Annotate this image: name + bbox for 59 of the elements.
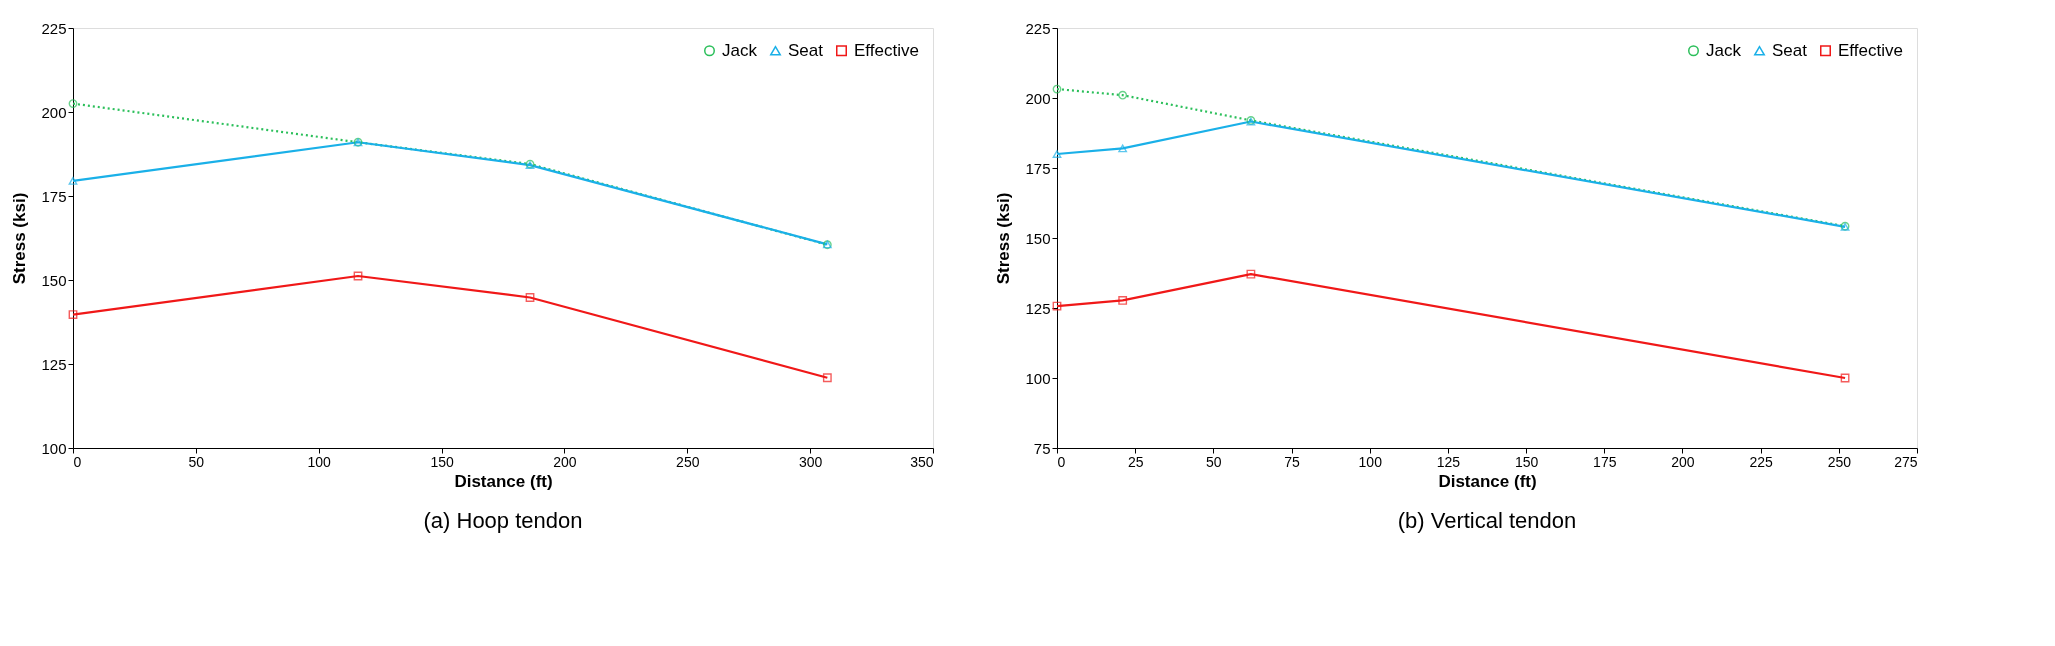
y-tick-label: 100: [1025, 369, 1051, 387]
point: [1118, 90, 1128, 100]
text: (b) Vertical tendon: [1397, 508, 1577, 533]
x-tick-label: 50: [188, 453, 205, 470]
x-tick-label: 150: [430, 453, 454, 470]
point: [1246, 269, 1256, 279]
x-tick-label: 50: [1206, 453, 1222, 470]
y-tick-label: 150: [1025, 229, 1051, 247]
x-tick-label: 250: [676, 453, 700, 470]
y-tick-label: 125: [41, 355, 67, 373]
legend-label: Jack: [1706, 40, 1742, 60]
legend-label: Seat: [1772, 40, 1808, 60]
point: [1052, 150, 1062, 158]
point: [1118, 144, 1128, 153]
point: [68, 176, 78, 185]
y-tick-label: 125: [1025, 299, 1051, 317]
x-tick-label: 0: [73, 453, 82, 470]
point: [68, 310, 78, 320]
point: [822, 373, 832, 383]
y-tick-label: 200: [41, 103, 67, 121]
x-tick-label: 275: [1894, 453, 1918, 470]
x-tick-label: 225: [1749, 453, 1774, 470]
x-tick-label: 250: [1827, 453, 1852, 470]
point: [1052, 301, 1062, 311]
point: [1118, 296, 1128, 305]
x-tick-label: 175: [1593, 453, 1617, 470]
x-tick-label: 0: [1057, 453, 1066, 470]
y-axis-title: Stress (ksi): [10, 192, 30, 285]
x-axis-title: Distance (ft): [454, 471, 553, 491]
x-tick-label: 300: [798, 453, 823, 470]
x-tick-label: 100: [1358, 453, 1383, 470]
y-tick-label: 75: [1033, 439, 1051, 457]
legend-label: Effective: [1838, 40, 1903, 60]
point: [1052, 84, 1062, 94]
legend-label: Jack: [722, 40, 758, 60]
point: [68, 99, 78, 108]
y-tick-label: 225: [1025, 19, 1051, 37]
x-tick-label: 125: [1436, 453, 1461, 470]
x-tick-label: 100: [307, 453, 332, 470]
y-tick-label: 100: [41, 439, 67, 457]
point: [1840, 373, 1850, 383]
point: [353, 271, 363, 281]
x-tick-label: 75: [1284, 453, 1301, 470]
x-tick-label: 200: [1671, 453, 1695, 470]
y-tick-label: 175: [41, 187, 67, 205]
point: [525, 293, 535, 302]
x-axis-title: Distance (ft): [1438, 471, 1537, 491]
legend-label: Effective: [854, 40, 919, 60]
x-tick-label: 150: [1514, 453, 1539, 470]
y-tick-label: 225: [41, 19, 67, 37]
y-tick-label: 150: [41, 271, 67, 289]
x-tick-label: 25: [1127, 453, 1144, 470]
x-tick-label: 200: [553, 453, 577, 470]
x-tick-label: 350: [910, 453, 934, 470]
legend-label: Seat: [788, 40, 824, 60]
text: (a) Hoop tendon: [423, 508, 583, 533]
y-tick-label: 175: [1025, 159, 1051, 177]
y-tick-label: 200: [1025, 89, 1051, 107]
y-axis-title: Stress (ksi): [994, 192, 1014, 285]
